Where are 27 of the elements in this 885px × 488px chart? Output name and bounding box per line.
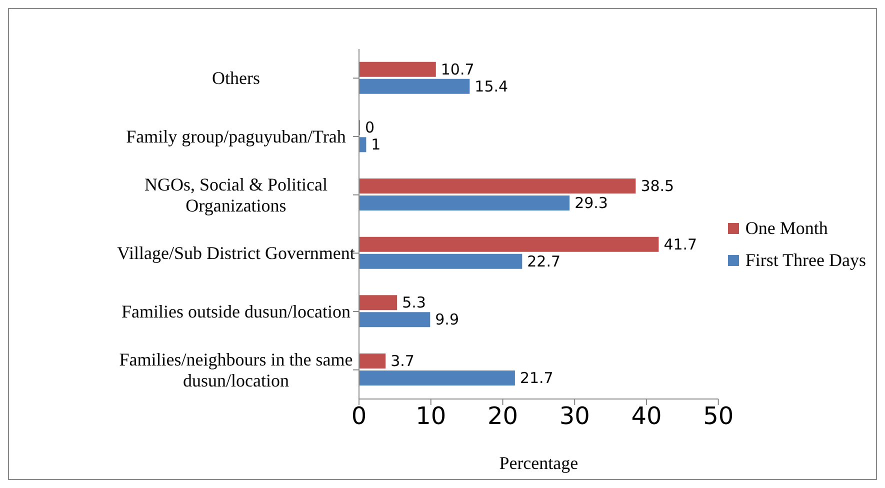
legend-label: One Month [745,217,828,240]
x-tick-label: 30 [559,402,590,430]
x-tick-label: 40 [631,402,662,430]
y-tick-label: Families outside dusun/location [122,302,350,322]
data-label: 21.7 [520,369,554,387]
x-tick-label: 50 [703,402,734,430]
data-label: 29.3 [574,194,608,212]
x-axis-title: Percentage [499,453,578,473]
x-tick-label: 0 [351,402,367,430]
x-tick-label: 20 [487,402,518,430]
data-label: 5.3 [402,294,426,312]
data-label: 38.5 [640,177,674,195]
data-label: 22.7 [527,252,561,270]
data-label: 9.9 [435,310,460,329]
x-tick-label: 10 [416,402,446,430]
data-label: 41.7 [664,235,698,254]
y-tick-label: NGOs, Social & Political Organizations [144,174,328,216]
data-label: 3.7 [390,352,414,370]
data-label: 0 [365,118,375,137]
y-tick-label: Family group/paguyuban/Trah [126,126,346,146]
legend-label: First Three Days [745,249,866,272]
data-label: 10.7 [440,60,474,78]
y-tick-label: Village/Sub District Government [117,243,355,264]
data-label: 1 [371,136,381,154]
data-label: 15.4 [474,77,508,96]
y-tick-label: Others [212,68,260,88]
y-tick-label: Families/neighbours in the same dusun/location [119,349,353,390]
